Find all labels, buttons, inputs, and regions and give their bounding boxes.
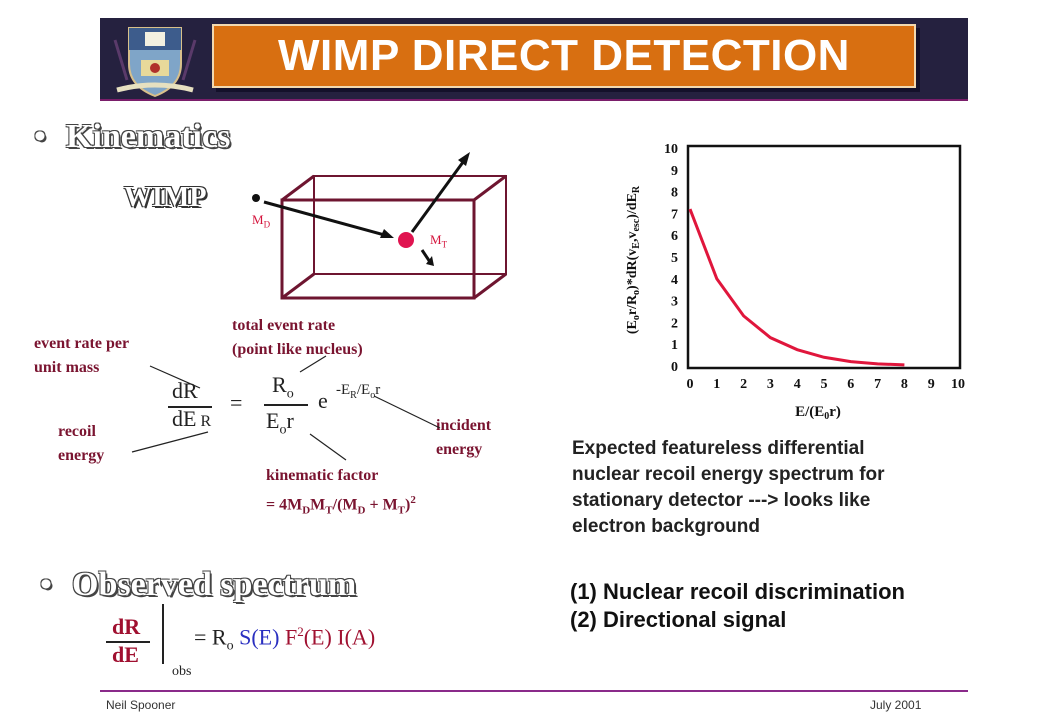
obs-fraction-bar bbox=[106, 641, 150, 643]
y-tick-label: 7 bbox=[671, 207, 678, 222]
y-tick-label: 10 bbox=[664, 142, 678, 157]
list-item: (2) Directional signal bbox=[570, 607, 787, 632]
y-tick-label: 2 bbox=[671, 316, 678, 331]
formula-exponent: -ER/Eor bbox=[336, 382, 381, 401]
formula-dE: dE R bbox=[172, 406, 212, 431]
mt-label: MT bbox=[430, 232, 448, 250]
x-tick-label: 10 bbox=[951, 377, 965, 392]
detector-diagram bbox=[252, 152, 507, 300]
formula-Ro: Ro bbox=[272, 372, 294, 402]
fraction-bar-2 bbox=[264, 404, 308, 406]
kinematics-heading: Kinematics bbox=[66, 118, 231, 155]
page-title: WIMP DIRECT DETECTION bbox=[278, 31, 850, 80]
formula-Eor: Eor bbox=[266, 408, 294, 438]
x-tick-label: 8 bbox=[901, 377, 908, 392]
md-label: MD bbox=[252, 212, 271, 230]
fraction-bar bbox=[168, 406, 212, 408]
y-tick-label: 4 bbox=[671, 273, 678, 288]
y-tick-label: 8 bbox=[671, 186, 678, 201]
x-tick-label: 5 bbox=[821, 377, 828, 392]
recoil-energy-annotation: recoil energy bbox=[58, 423, 105, 464]
plot-frame bbox=[686, 144, 962, 370]
obs-dR: dR bbox=[112, 614, 141, 639]
goals-list: (1) Nuclear recoil discrimination (2) Di… bbox=[570, 578, 905, 634]
obs-subscript: obs bbox=[172, 664, 192, 679]
bullet-dot: • bbox=[34, 118, 46, 155]
y-tick-label: 3 bbox=[671, 295, 678, 310]
university-crest-icon bbox=[107, 20, 203, 100]
event-rate-annotation: event rate per unit mass bbox=[34, 335, 130, 376]
bullet-dot-2: • bbox=[40, 566, 52, 603]
wimp-particle-icon bbox=[252, 194, 260, 202]
formula-equals: = bbox=[230, 390, 243, 415]
chart-caption: Expected featureless differential nuclea… bbox=[572, 438, 885, 537]
y-tick-label: 9 bbox=[671, 164, 678, 179]
x-tick-label: 0 bbox=[687, 377, 694, 392]
title-box bbox=[212, 24, 916, 88]
formula-e: e bbox=[318, 388, 328, 413]
spectrum-curve bbox=[688, 208, 905, 367]
x-tick-label: 6 bbox=[847, 377, 854, 392]
nucleus-icon bbox=[398, 232, 414, 248]
incident-energy-annotation: incident energy bbox=[436, 417, 492, 458]
recoil-spectrum-chart: 0 1 2 3 4 5 6 7 8 9 10 0 1 2 3 4 5 6 7 8 9 10 (Eor/Ro)*dR(vE… bbox=[625, 142, 965, 420]
header-divider bbox=[100, 99, 968, 101]
observed-formula: = Ro S(E) F2(E) I(A) bbox=[194, 624, 376, 654]
y-tick-label: 6 bbox=[671, 229, 678, 244]
x-tick-label: 4 bbox=[794, 377, 801, 392]
x-tick-label: 1 bbox=[713, 377, 720, 392]
y-tick-label: 1 bbox=[671, 338, 678, 353]
x-tick-label: 9 bbox=[928, 377, 935, 392]
wimp-label: WIMP bbox=[124, 182, 207, 213]
kinematic-factor-annotation: kinematic factor = 4MDMT/(MD + MT)2 bbox=[266, 467, 416, 517]
x-tick-label: 7 bbox=[874, 377, 881, 392]
x-axis-label: E/(E0r) bbox=[795, 404, 841, 420]
formula-dR: dR bbox=[172, 378, 198, 403]
y-tick-label: 5 bbox=[671, 251, 678, 266]
footer-author: Neil Spooner bbox=[106, 698, 176, 712]
obs-eval-bar bbox=[162, 604, 164, 664]
x-tick-label: 2 bbox=[740, 377, 747, 392]
y-axis-label: (Eor/Ro)*dR(vE,vesc)/dER bbox=[625, 185, 642, 334]
x-tick-label: 3 bbox=[767, 377, 774, 392]
y-tick-label: 0 bbox=[671, 360, 678, 375]
footer-date: July 2001 bbox=[870, 698, 922, 712]
footer-divider bbox=[100, 690, 968, 692]
total-rate-annotation: total event rate (point like nucleus) bbox=[232, 317, 363, 358]
list-item: (1) Nuclear recoil discrimination bbox=[570, 579, 905, 604]
observed-heading: Observed spectrum bbox=[72, 566, 357, 603]
obs-dE: dE bbox=[112, 642, 139, 667]
